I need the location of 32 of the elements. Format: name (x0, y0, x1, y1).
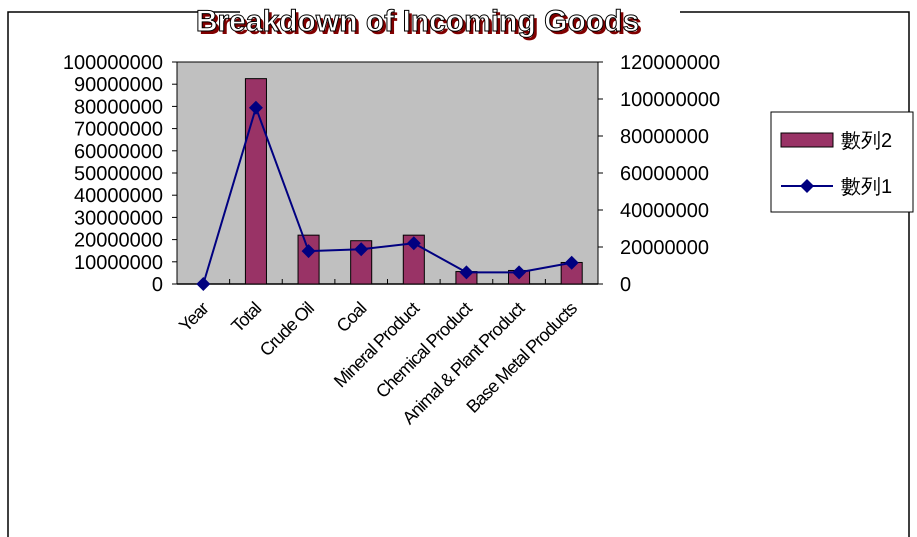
y-tick-label: 20000000 (74, 230, 163, 252)
point (302, 244, 316, 258)
point (564, 256, 579, 270)
point (459, 265, 474, 280)
point (248, 100, 263, 115)
y-tick-label: 50000000 (74, 163, 163, 185)
y2-tick-label: 20000000 (620, 237, 709, 259)
y2-tick-label: 0 (620, 274, 632, 296)
y-tick-label: 100000000 (62, 52, 163, 74)
y-tick-label: 30000000 (74, 207, 163, 230)
y2-tick-label: 100000000 (620, 89, 720, 111)
y2-tick-label: 80000000 (620, 126, 709, 148)
y2-tick-label: 40000000 (620, 200, 709, 222)
x-tick-label: Total (227, 298, 265, 336)
chart-title: Breakdown of Incoming Goods (198, 8, 642, 41)
legend-label: 數列1 (841, 176, 892, 198)
point (406, 236, 421, 250)
legend-label: 數列2 (841, 130, 892, 152)
y-tick-label: 60000000 (74, 140, 163, 163)
point (196, 277, 210, 291)
point (354, 242, 368, 256)
y-tick-label: 80000000 (74, 96, 163, 118)
y-tick-label: 10000000 (74, 252, 163, 274)
y-tick-label: 70000000 (74, 118, 163, 141)
x-tick-label: Coal (332, 298, 370, 336)
y-tick-label: 40000000 (74, 185, 163, 208)
y-tick-label: 0 (152, 274, 163, 296)
y-tick-label: 90000000 (74, 74, 163, 96)
y2-tick-label: 120000000 (620, 52, 720, 74)
x-tick-label: Year (175, 298, 213, 336)
point (512, 265, 526, 280)
y2-tick-label: 60000000 (620, 163, 709, 185)
